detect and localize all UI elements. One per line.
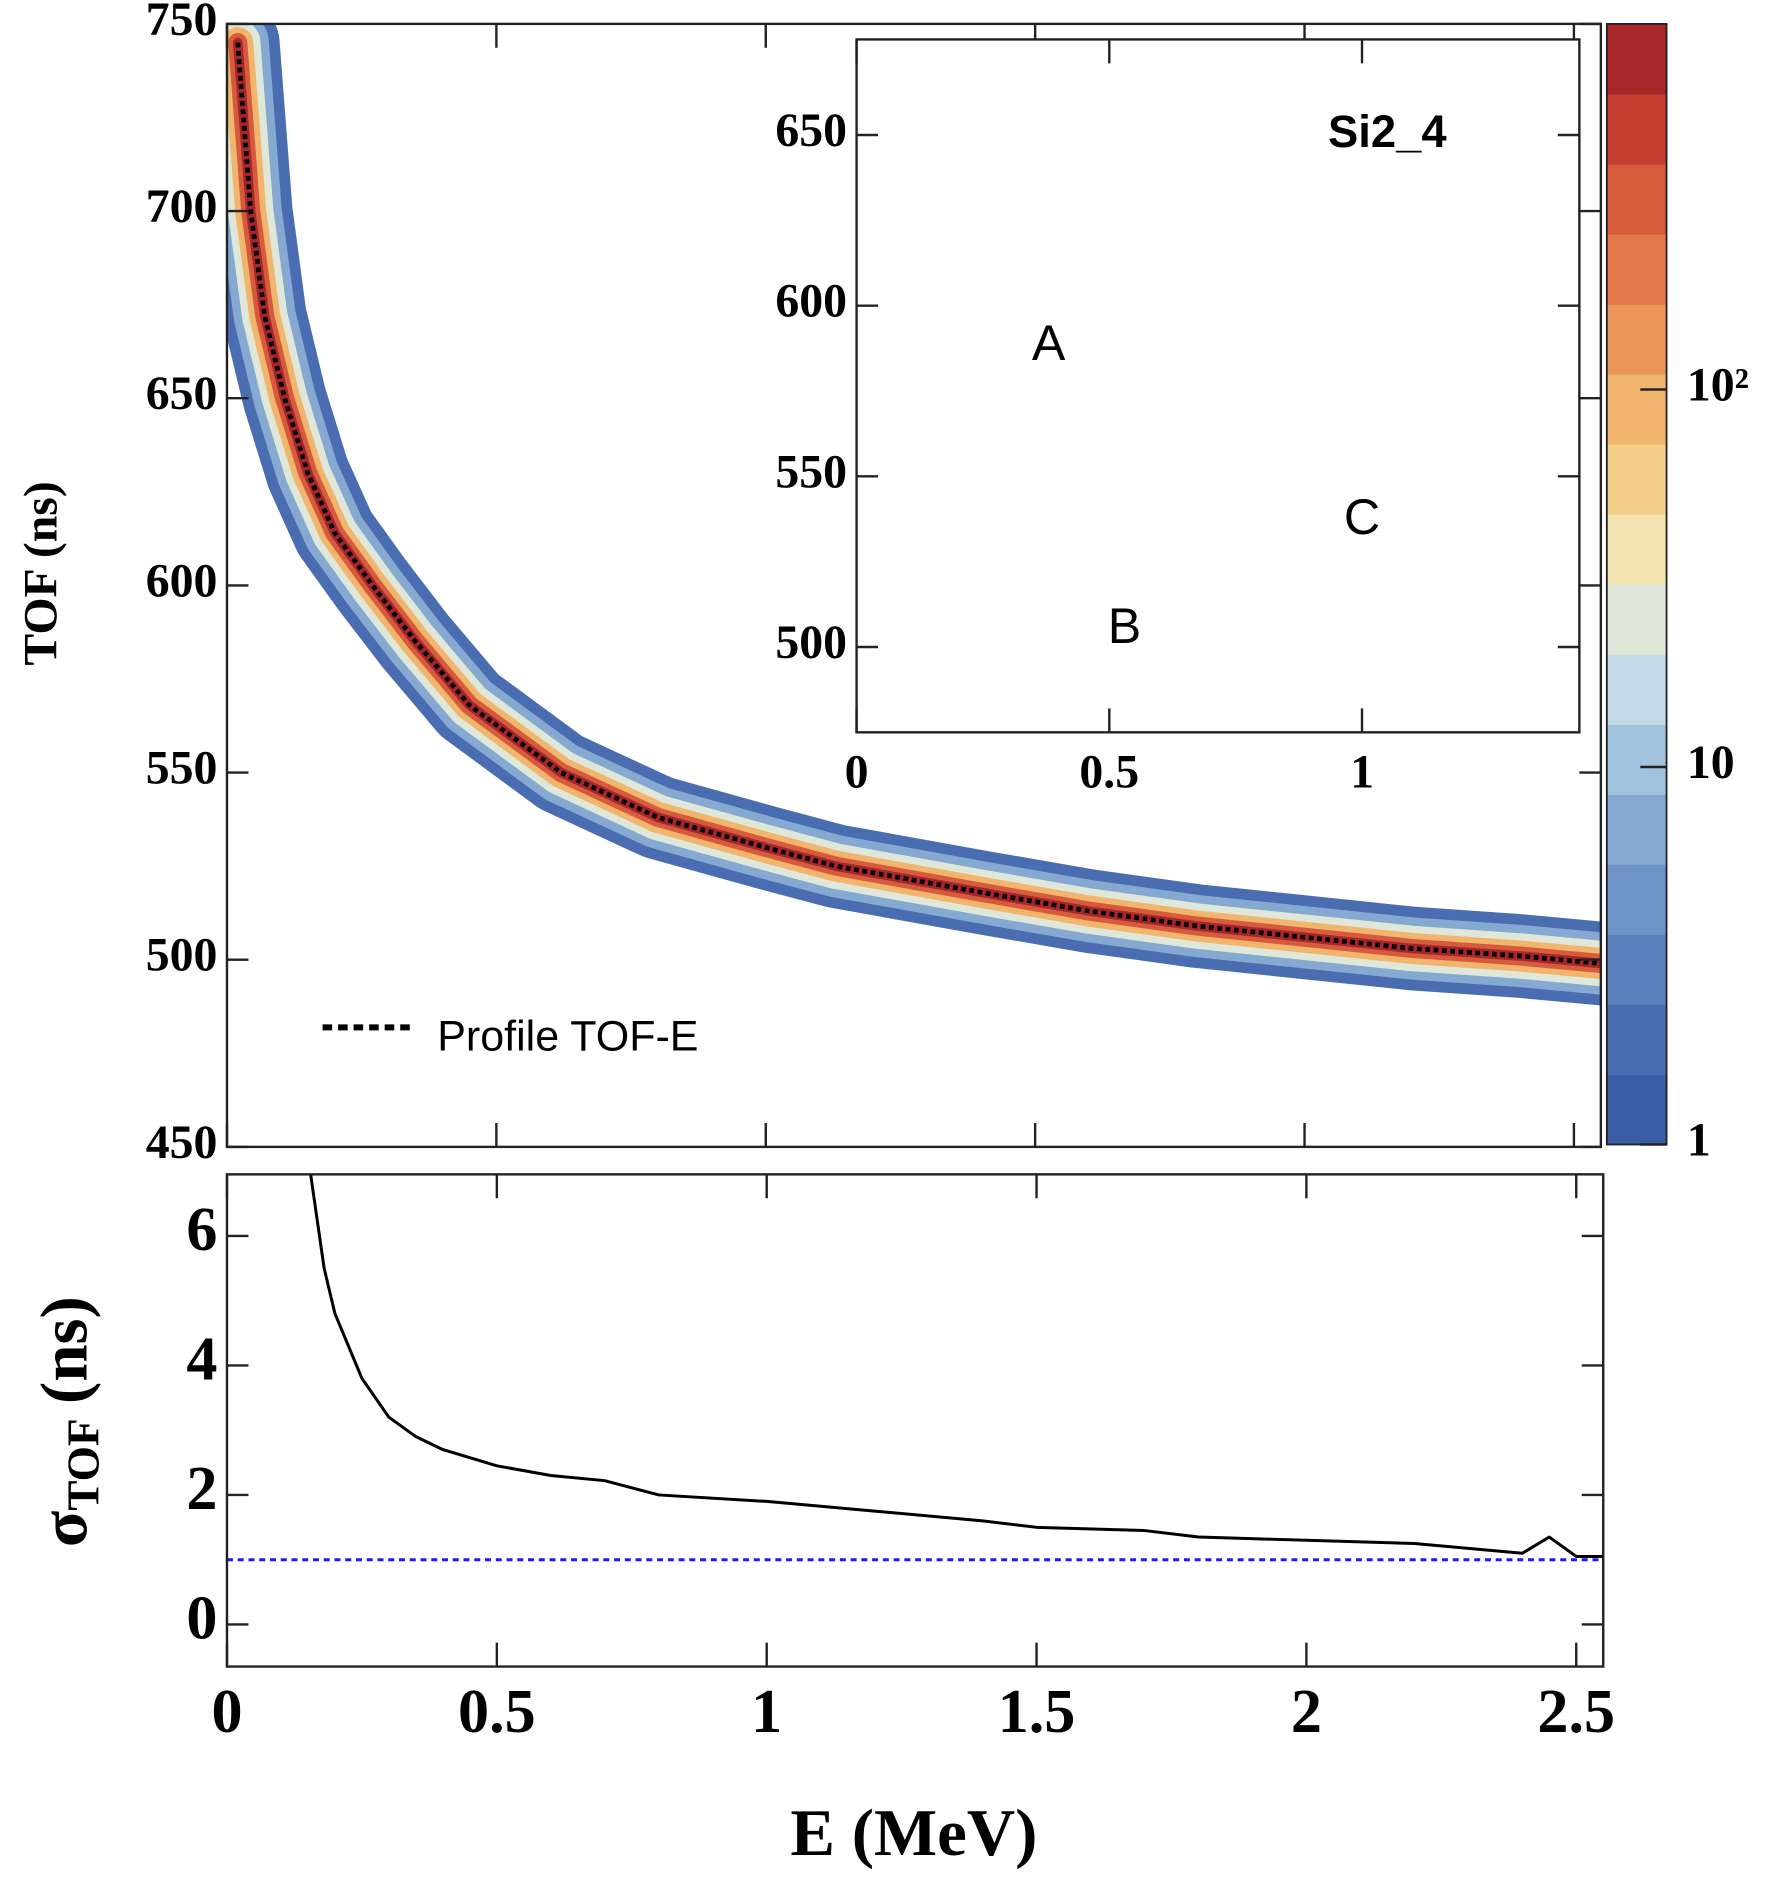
colorbar-band (1606, 23, 1667, 95)
annotation: B (1108, 598, 1141, 654)
y-tick-label: 650 (146, 367, 218, 420)
sigma-line (309, 1174, 1604, 1558)
y-tick-label: 750 (146, 0, 218, 46)
legend-label: Profile TOF-E (437, 1013, 698, 1061)
y-tick-label: 700 (146, 180, 218, 233)
colorbar-band (1606, 724, 1667, 795)
y-tick-label: 500 (775, 616, 847, 669)
colorbar-frame (1605, 23, 1668, 1146)
y-tick-label: 6 (186, 1196, 217, 1264)
colorbar-band (1606, 584, 1667, 655)
x-tick-label: 0 (211, 1678, 242, 1746)
y-tick-label: 550 (775, 445, 847, 498)
y-label-symbol: σ (28, 1511, 102, 1547)
y-tick-label: 500 (146, 929, 218, 982)
annotation: A (1032, 315, 1066, 371)
plot-frame (225, 1173, 1605, 1668)
y-tick-label: 600 (146, 554, 218, 607)
x-tick-label: 1 (1350, 746, 1374, 799)
y-tick-label: 450 (146, 1116, 218, 1169)
y-tick-label: 0 (186, 1585, 217, 1653)
x-tick-label: 2 (1291, 1678, 1322, 1746)
colorbar-band (1606, 1074, 1667, 1146)
colorbar-band (1606, 234, 1667, 305)
y-axis-label: σTOF (ns) (28, 1296, 109, 1547)
y-tick-label: 2 (186, 1455, 217, 1523)
colorbar-band (1606, 444, 1667, 515)
y-tick-label: 4 (186, 1326, 217, 1394)
y-tick-label: 650 (775, 104, 847, 157)
colorbar-band (1606, 654, 1667, 725)
y-tick-label: 600 (775, 275, 847, 328)
y-axis-label: TOF (ns) (14, 481, 67, 665)
y-label-subscript: TOF (59, 1418, 109, 1510)
colorbar-band (1606, 864, 1667, 935)
x-tick-label: 0 (845, 746, 869, 799)
profile-line (235, 42, 1601, 966)
colorbar-tick-label: 10² (1687, 358, 1749, 411)
annotation: C (1344, 489, 1380, 545)
colorbar-band (1606, 934, 1667, 1006)
colorbar-band (1606, 1004, 1667, 1076)
plot-area (226, 1174, 1604, 1562)
colorbar-band (1606, 163, 1667, 235)
x-tick-label: 0.5 (1079, 746, 1139, 799)
x-axis-label: E (MeV) (790, 1796, 1037, 1870)
plot-frame (855, 38, 1581, 734)
x-tick-label: 0.5 (458, 1678, 536, 1746)
annotation: Si2_4 (1328, 106, 1447, 157)
y-label-unit: (ns) (28, 1296, 102, 1404)
plot-area (226, 23, 1601, 1006)
colorbar-band (1606, 374, 1667, 445)
colorbar-tick-label: 10 (1687, 736, 1735, 789)
colorbar-band (1606, 794, 1667, 865)
colorbar-band (1606, 514, 1667, 585)
colorbar-band (1606, 93, 1667, 165)
colorbar-tick-label: 1 (1687, 1113, 1711, 1166)
colorbar-band (1606, 304, 1667, 375)
x-tick-label: 1.5 (998, 1678, 1076, 1746)
y-tick-label: 550 (146, 742, 218, 795)
x-tick-label: 1 (751, 1678, 782, 1746)
x-tick-label: 2.5 (1537, 1678, 1615, 1746)
